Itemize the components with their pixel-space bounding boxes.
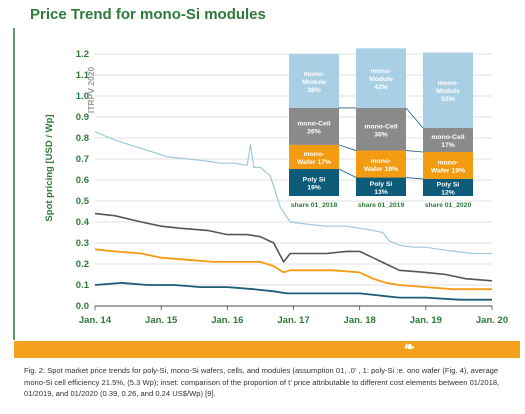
inset-bar-segment xyxy=(423,52,473,128)
inset-category-label: share 01_2019 xyxy=(358,202,405,209)
itrpv-watermark: ITRPV 2020 xyxy=(86,67,96,114)
inset-bar-segment xyxy=(423,178,473,196)
y-tick-label: 0.8 xyxy=(76,133,89,144)
x-tick-label: Jan. 15 xyxy=(145,315,178,326)
y-tick-label: 0.4 xyxy=(76,217,90,228)
x-tick-label: Jan. 16 xyxy=(211,315,243,326)
inset-segment-label: mono-Cell 30% xyxy=(364,123,397,138)
x-tick-label: Jan. 14 xyxy=(79,315,112,326)
y-tick-label: 0.3 xyxy=(76,238,89,249)
inset-bar-segment xyxy=(356,177,406,196)
inset-segment-label: mono-Module 38% xyxy=(302,71,326,94)
inset-category-label: share 01_2020 xyxy=(425,202,472,209)
inset-segment-label: mono-Cell 17% xyxy=(431,134,464,149)
y-tick-label: 0.5 xyxy=(76,196,90,207)
price-trend-chart: 0.00.10.20.30.40.50.60.70.80.91.01.11.2 … xyxy=(13,28,508,340)
inset-segment-label: Poly Si 19% xyxy=(303,177,326,192)
inset-bar-segment xyxy=(289,107,339,145)
y-tick-label: 0.7 xyxy=(76,154,89,165)
inset-connector xyxy=(338,144,357,151)
x-tick-label: Jan. 17 xyxy=(277,315,309,326)
inset-segment-label: Poly Si 13% xyxy=(370,181,393,196)
series-line-0 xyxy=(94,131,492,255)
logo-icon: ❧ xyxy=(404,339,415,354)
y-tick-label: 1.0 xyxy=(76,91,89,102)
inset-bar-segment xyxy=(289,54,339,108)
inset-bar-segment xyxy=(289,144,339,170)
inset-segment-label: mono-Wafer 19% xyxy=(431,159,465,174)
inset-segment-label: mono-Wafer 17% xyxy=(297,151,331,166)
inset-segment-label: mono-Wafer 19% xyxy=(364,158,398,173)
inset-stacked-bars: Poly Si 19% mono-Wafer 17% mono-Cell 26% mono… xyxy=(289,48,473,209)
series-line-3 xyxy=(94,281,492,301)
y-tick-label: 0.0 xyxy=(76,301,89,312)
y-axis-ticks: 0.0 0.1 0.2 0.3 0.4 0.5 0.6 0.7 0.8 0.9 1.0 1.1 1.2 xyxy=(76,49,90,312)
chart-title: Price Trend for mono-Si modules xyxy=(30,6,266,23)
y-tick-label: 0.1 xyxy=(76,280,90,291)
series-line-2 xyxy=(94,248,492,291)
y-tick-label: 0.6 xyxy=(76,175,89,186)
inset-segment-label: mono-Module 42% xyxy=(369,68,393,91)
x-tick-label: Jan. 19 xyxy=(410,315,442,326)
inset-connector xyxy=(405,177,424,180)
inset-bar-segment xyxy=(356,150,406,178)
y-tick-label: 0.9 xyxy=(76,112,89,123)
inset-segment-label: mono-Module 53% xyxy=(436,80,460,103)
inset-category-label: share 01_2018 xyxy=(291,202,338,209)
x-tick-label: Jan. 18 xyxy=(344,315,376,326)
series-line-1 xyxy=(94,212,493,282)
inset-connector xyxy=(338,168,357,178)
footer-band xyxy=(14,341,520,358)
inset-bar-segment xyxy=(356,48,406,108)
inset-bar-segment xyxy=(423,127,473,152)
inset-segment-label: Poly Si 12% xyxy=(437,181,460,196)
x-axis-ticks: Jan. 14 Jan. 15 Jan. 16 Jan. 17 Jan. 18 Jan. … xyxy=(79,306,508,326)
line-series xyxy=(94,131,493,301)
inset-segment-label: mono-Cell 26% xyxy=(297,120,330,135)
inset-connector xyxy=(405,107,424,129)
x-tick-label: Jan. 20 xyxy=(476,315,508,326)
inset-bar-segment xyxy=(356,107,406,151)
inset-connector xyxy=(405,150,424,153)
inset-bar-segment xyxy=(423,151,473,179)
y-tick-label: 1.2 xyxy=(76,49,89,60)
y-tick-label: 1.1 xyxy=(76,70,90,81)
inset-bar-segment xyxy=(289,169,339,196)
figure-caption: Fig. 2: Spot market price trends for pol… xyxy=(24,366,500,398)
y-tick-label: 0.2 xyxy=(76,259,89,270)
y-axis-label: Spot pricing [USD / Wp] xyxy=(44,114,55,221)
